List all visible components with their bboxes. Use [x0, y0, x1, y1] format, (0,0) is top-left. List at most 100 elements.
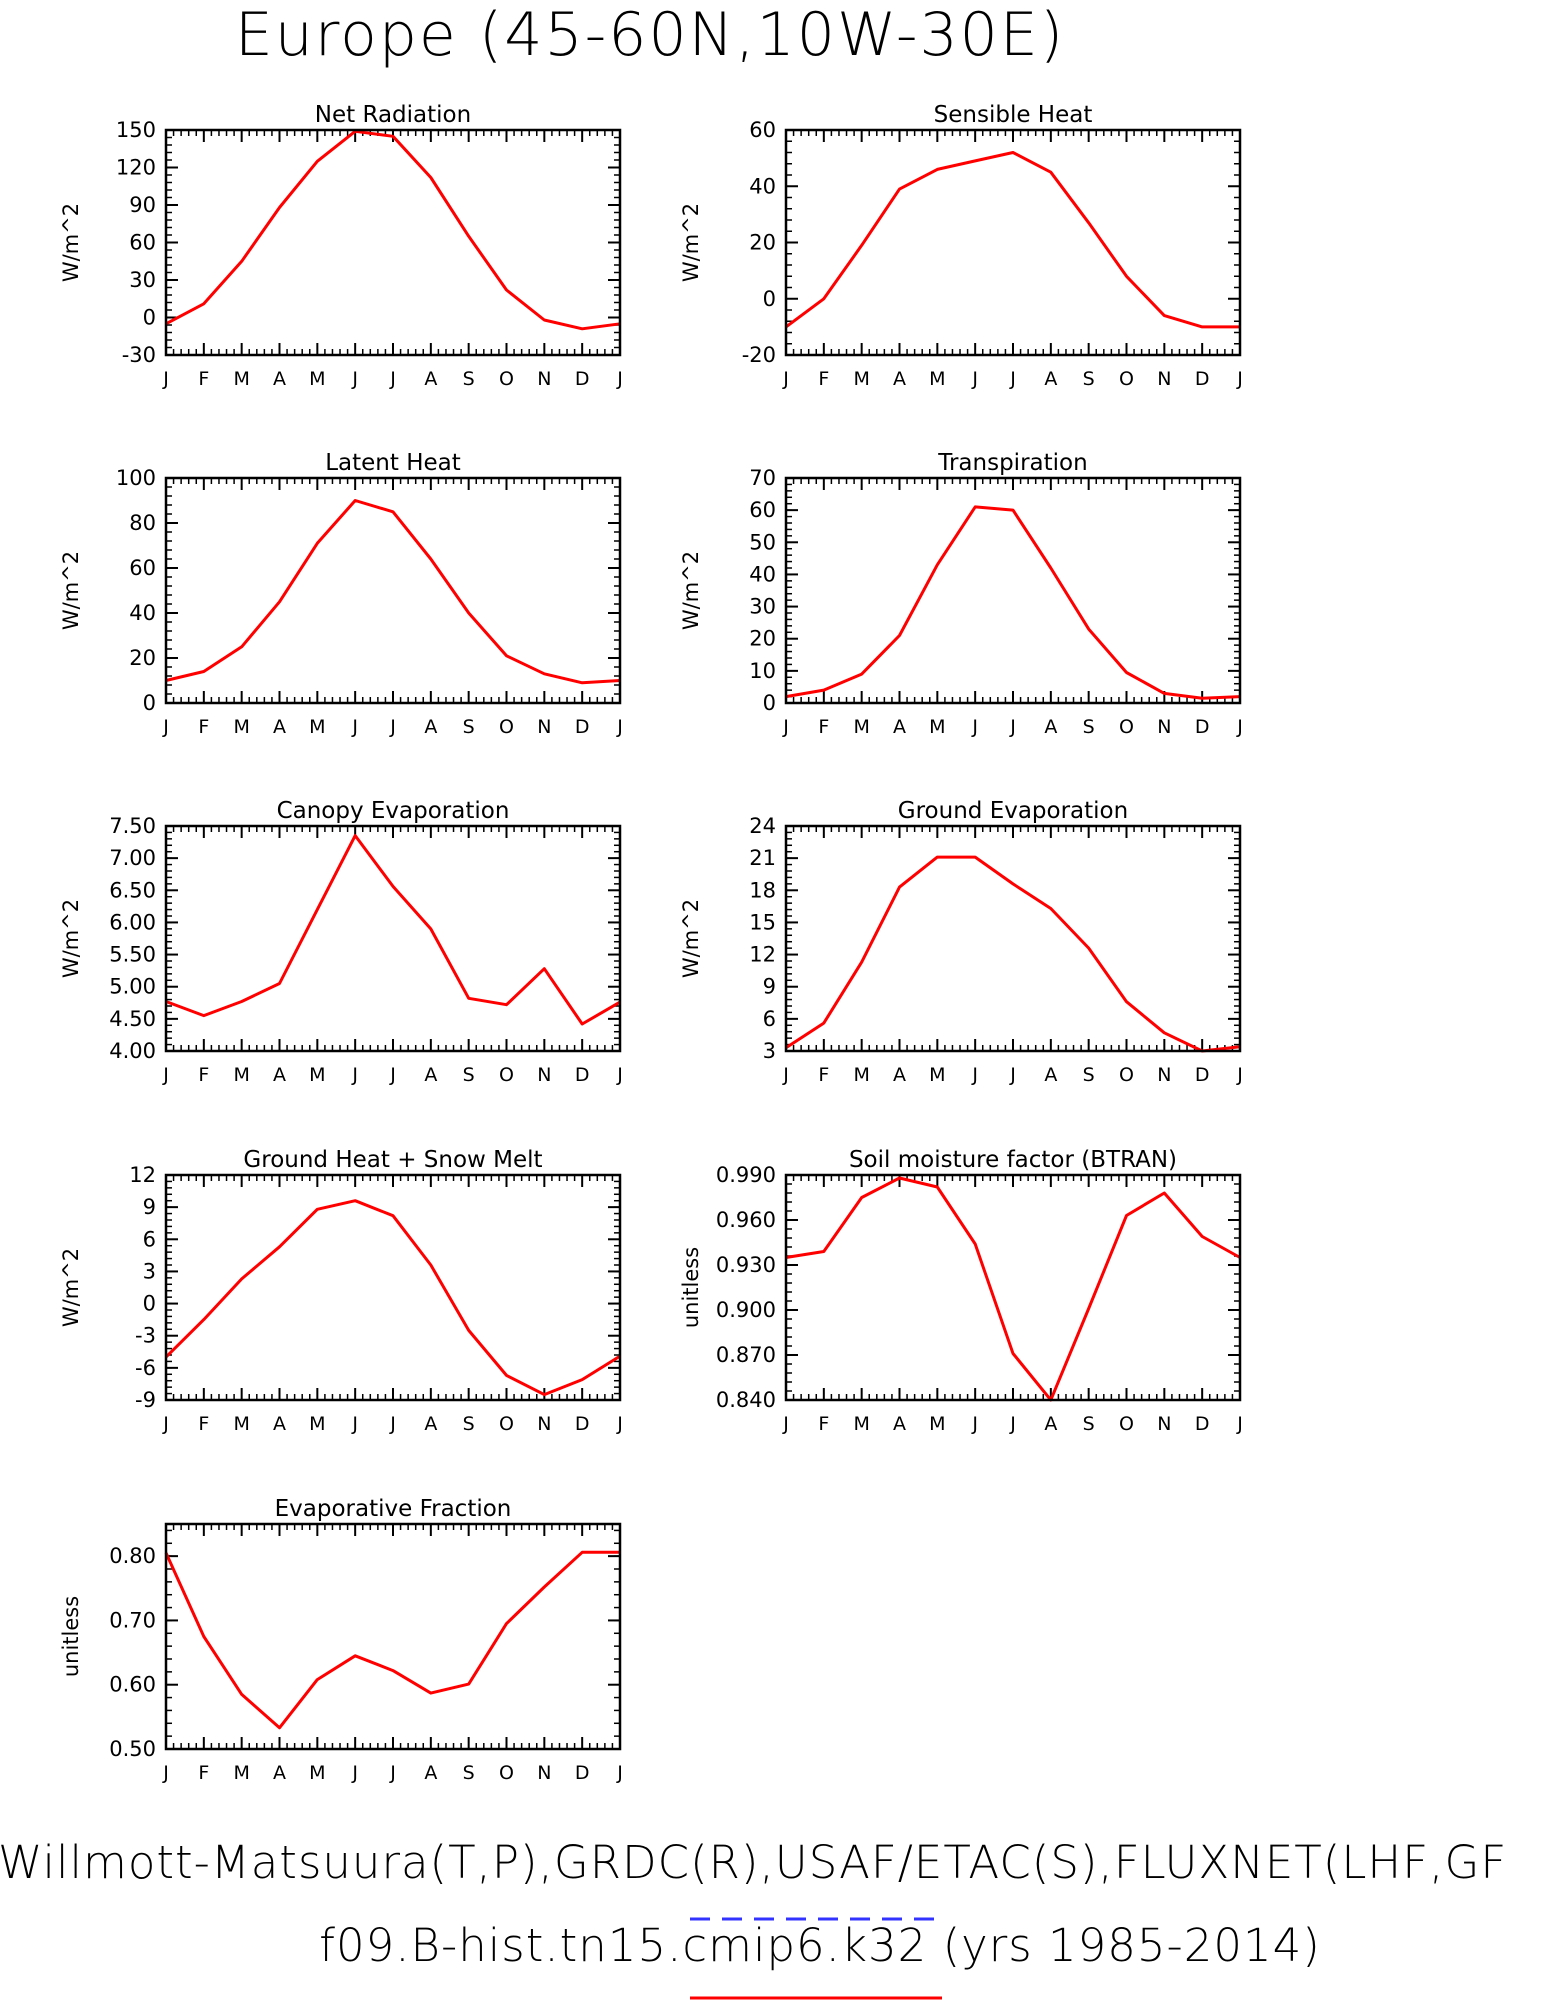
y-tick-label: 60 [749, 118, 776, 142]
x-tick-label: M [929, 368, 945, 390]
x-tick-label: D [575, 368, 590, 390]
y-tick-label: 0.80 [109, 1544, 156, 1568]
x-tick-label: M [233, 716, 249, 738]
x-tick-label: S [1083, 1413, 1095, 1435]
y-tick-label: 21 [749, 846, 776, 870]
series-line [165, 834, 621, 1026]
x-tick-label: M [853, 368, 869, 390]
x-tick-label: S [463, 1064, 475, 1086]
chart-title: Canopy Evaporation [277, 798, 510, 824]
x-tick-label: D [1195, 716, 1210, 738]
y-tick-label: 6 [143, 1227, 156, 1251]
page-title-area: Europe (45-60N,10W-30E) [235, 0, 1065, 70]
y-tick-label: 10 [749, 659, 776, 683]
y-tick-label: 60 [129, 231, 156, 255]
page-title: Europe (45-60N,10W-30E) [235, 0, 1065, 70]
x-tick-label: O [1119, 1413, 1134, 1435]
y-tick-label: 40 [749, 562, 776, 586]
y-tick-label: 6 [763, 1007, 776, 1031]
x-tick-label: S [1083, 368, 1095, 390]
x-tick-label: A [1044, 716, 1057, 738]
x-tick-label: J [1236, 1413, 1243, 1435]
y-tick-label: 24 [749, 814, 776, 838]
y-tick-label: 60 [129, 556, 156, 580]
y-tick-label: 90 [129, 193, 156, 217]
x-tick-label: N [1157, 368, 1171, 390]
chart-title: Sensible Heat [934, 102, 1093, 128]
y-axis-label: W/m^2 [59, 899, 83, 978]
x-tick-label: F [198, 1413, 209, 1435]
series-line [785, 855, 1241, 1053]
x-tick-label: F [198, 368, 209, 390]
plot-frame [164, 476, 622, 705]
x-tick-label: D [575, 716, 590, 738]
x-tick-label: S [463, 716, 475, 738]
x-tick-label: J [616, 1762, 623, 1784]
y-tick-label: 9 [763, 975, 776, 999]
x-tick-label: J [162, 1762, 169, 1784]
x-tick-label: N [537, 368, 551, 390]
x-tick-label: O [1119, 716, 1134, 738]
x-tick-label: O [499, 1762, 514, 1784]
x-tick-label: S [1083, 1064, 1095, 1086]
y-tick-label: 0.990 [716, 1163, 776, 1187]
x-tick-label: M [309, 1064, 325, 1086]
y-axis-label: W/m^2 [679, 203, 703, 282]
y-tick-label: 18 [749, 878, 776, 902]
x-tick-label: J [616, 368, 623, 390]
x-tick-label: J [1009, 716, 1016, 738]
x-tick-label: J [1009, 1064, 1016, 1086]
x-tick-label: A [893, 1413, 906, 1435]
plot-frame [784, 128, 1242, 357]
y-axis-label: unitless [59, 1596, 83, 1677]
x-tick-label: A [273, 368, 286, 390]
y-tick-label: 80 [129, 511, 156, 535]
y-tick-label: 0.960 [716, 1208, 776, 1232]
x-tick-label: J [782, 368, 789, 390]
x-tick-label: A [893, 716, 906, 738]
chart-title: Latent Heat [325, 450, 461, 476]
y-tick-label: 5.50 [109, 943, 156, 967]
x-tick-label: O [499, 1413, 514, 1435]
y-tick-label: 50 [749, 530, 776, 554]
x-tick-label: F [198, 716, 209, 738]
y-tick-label: 20 [129, 646, 156, 670]
plot-frame [784, 824, 1242, 1053]
y-tick-label: 12 [129, 1163, 156, 1187]
y-tick-label: 5.00 [109, 975, 156, 999]
y-tick-label: 0.930 [716, 1253, 776, 1277]
x-tick-label: S [463, 368, 475, 390]
chart-title: Ground Heat + Snow Melt [243, 1147, 542, 1173]
x-tick-label: M [233, 1762, 249, 1784]
x-tick-label: A [1044, 1413, 1057, 1435]
x-tick-label: N [1157, 1064, 1171, 1086]
series-line [785, 505, 1241, 700]
x-tick-label: J [971, 1413, 978, 1435]
y-tick-label: 0.900 [716, 1298, 776, 1322]
plot-frame [164, 1173, 622, 1402]
x-tick-label: M [309, 716, 325, 738]
x-tick-label: J [389, 1064, 396, 1086]
series-line [165, 499, 621, 685]
panel-soil-moisture-factor: Soil moisture factor (BTRAN) unitless 0.99… [679, 1147, 1243, 1435]
x-tick-label: J [389, 1413, 396, 1435]
y-tick-label: 7.50 [109, 814, 156, 838]
y-tick-label: 70 [749, 466, 776, 490]
y-tick-label: -6 [135, 1356, 156, 1380]
y-axis-label: W/m^2 [679, 899, 703, 978]
x-tick-label: J [782, 1413, 789, 1435]
x-tick-label: J [162, 716, 169, 738]
x-tick-label: F [818, 716, 829, 738]
x-tick-label: F [818, 1413, 829, 1435]
x-tick-label: J [971, 368, 978, 390]
x-tick-label: M [309, 1762, 325, 1784]
x-tick-label: D [575, 1762, 590, 1784]
y-tick-label: 20 [749, 231, 776, 255]
x-tick-label: J [351, 716, 358, 738]
x-tick-label: A [273, 1762, 286, 1784]
y-tick-label: 150 [116, 118, 156, 142]
y-tick-label: 40 [749, 174, 776, 198]
y-axis-label: W/m^2 [59, 203, 83, 282]
